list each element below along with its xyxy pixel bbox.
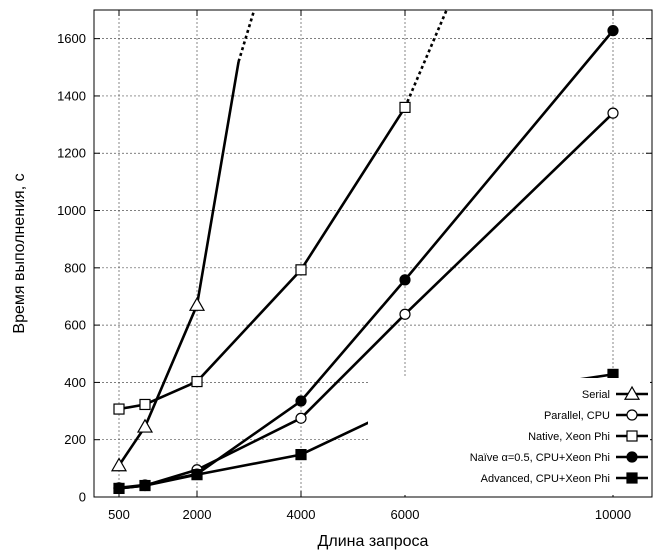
data-point-native-xeon-phi xyxy=(295,264,307,276)
legend-label-serial: Serial xyxy=(582,389,610,401)
series-native-xeon-phi xyxy=(113,9,448,415)
x-tick-label: 4000 xyxy=(287,507,316,522)
plot-area-frame xyxy=(93,9,653,498)
data-point-native-xeon-phi xyxy=(113,403,125,415)
y-tick-label: 1600 xyxy=(57,31,86,46)
legend-marker-parallel-cpu xyxy=(626,409,638,421)
data-point-serial xyxy=(110,457,128,472)
y-tick-label: 800 xyxy=(64,260,86,275)
legend-label-advanced-cpu-xeon-phi: Advanced, CPU+Xeon Phi xyxy=(481,473,610,485)
data-point-parallel-cpu xyxy=(399,308,411,320)
x-tick-label: 2000 xyxy=(183,507,212,522)
data-point-advanced-cpu-xeon-phi xyxy=(113,482,125,495)
legend: Serial Parallel, CPU Native, Xeon Phi Naïve… xyxy=(368,378,650,495)
series-line-native-xeon-phi xyxy=(118,106,407,411)
x-tick-label: 6000 xyxy=(391,507,420,522)
data-point-advanced-cpu-xeon-phi xyxy=(607,368,619,380)
data-point-advanced-cpu-xeon-phi xyxy=(191,469,203,481)
data-point-serial xyxy=(188,296,206,311)
series-serial xyxy=(110,9,256,472)
data-point-advanced-cpu-xeon-phi xyxy=(139,479,151,492)
data-point-parallel-cpu xyxy=(607,107,619,119)
data-point-parallel-cpu xyxy=(295,412,307,424)
data-point-na-ve-0-5-cpu-xeon-phi xyxy=(399,274,411,286)
y-tick-label: 1200 xyxy=(57,146,86,161)
legend-marker-native-xeon-phi xyxy=(626,430,638,442)
data-point-native-xeon-phi xyxy=(139,398,151,411)
legend-marker-advanced-cpu-xeon-phi xyxy=(626,472,638,484)
legend-label-parallel-cpu: Parallel, CPU xyxy=(544,410,610,422)
legend-background xyxy=(368,378,650,495)
data-point-na-ve-0-5-cpu-xeon-phi xyxy=(607,25,619,37)
data-point-native-xeon-phi xyxy=(399,101,411,114)
data-point-advanced-cpu-xeon-phi xyxy=(295,449,307,461)
legend-marker-na-ve-0-5-cpu-xeon-phi xyxy=(626,451,638,463)
series-line-serial xyxy=(117,61,240,467)
x-tick-label: 10000 xyxy=(595,507,631,522)
y-tick-label: 400 xyxy=(64,375,86,390)
series-extrapolation-serial xyxy=(237,9,256,62)
axis-ticks: 0 200 400 600 800 1000 1200 1400 1600 500 2000 4000… xyxy=(57,10,652,522)
y-axis-title: Время выполнения, с xyxy=(11,173,28,333)
data-point-na-ve-0-5-cpu-xeon-phi xyxy=(295,395,307,407)
legend-marker-serial xyxy=(623,385,641,400)
data-point-native-xeon-phi xyxy=(191,375,203,388)
legend-label-native-xeon-phi: Native, Xeon Phi xyxy=(528,431,610,443)
x-tick-label: 500 xyxy=(108,507,130,522)
series-extrapolation-native-xeon-phi xyxy=(403,9,448,108)
y-tick-label: 200 xyxy=(64,432,86,447)
y-tick-label: 1400 xyxy=(57,88,86,103)
legend-label-na-ve-0-5-cpu-xeon-phi: Naïve α=0.5, CPU+Xeon Phi xyxy=(470,452,610,464)
y-tick-label: 0 xyxy=(79,490,86,505)
x-axis-title: Длина запроса xyxy=(318,533,429,550)
y-tick-label: 600 xyxy=(64,318,86,333)
data-point-serial xyxy=(136,418,154,433)
y-tick-label: 1000 xyxy=(57,203,86,218)
